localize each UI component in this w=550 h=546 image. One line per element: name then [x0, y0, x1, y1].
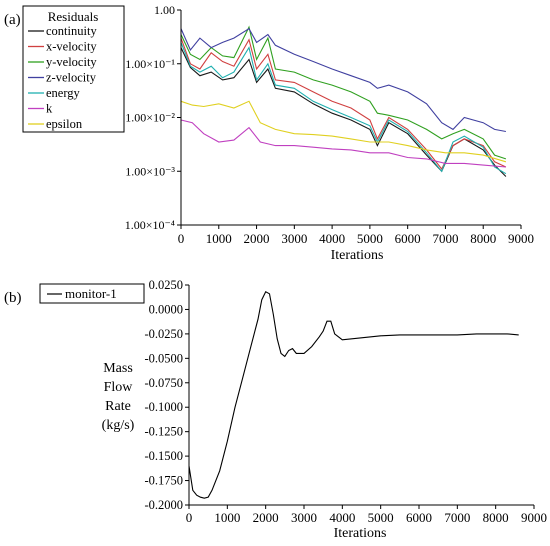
mass-flow-y-tick-label: -0.1750	[144, 474, 183, 488]
residual-line-x-velocity	[180, 37, 507, 171]
mass-flow-y-tick-label: -0.1000	[144, 400, 183, 414]
mass-flow-legend: monitor-1	[39, 283, 145, 304]
residuals-x-axis-label: Iterations	[331, 248, 384, 263]
mass-flow-x-tick-label: 8000	[483, 510, 509, 525]
mass-flow-line-monitor-1	[188, 291, 519, 499]
residuals-legend-title: Residuals	[48, 9, 99, 24]
mass-flow-y-tick-label: 0.0000	[149, 302, 183, 316]
residual-line-epsilon	[180, 100, 507, 163]
mass-flow-x-tick-label: 4000	[329, 510, 355, 525]
residuals-x-tick-label: 8000	[470, 231, 496, 246]
residuals-y-tick-label: 1.00×10⁻²	[125, 111, 175, 125]
mass-flow-x-tick-label: 5000	[368, 510, 394, 525]
residuals-x-tick-label: 1000	[206, 231, 232, 246]
residuals-y-tick-label: 1.00×10⁻¹	[125, 57, 175, 71]
residuals-y-ticks: 1.00 1.00×10⁻¹ 1.00×10⁻² 1.00×10⁻³ 1.00×10⁻⁴	[125, 3, 181, 232]
residual-line-y-velocity	[180, 25, 507, 160]
residuals-legend-box	[22, 5, 125, 133]
legend-label-monitor-1: monitor-1	[65, 286, 117, 301]
mass-flow-y-tick-label: -0.1250	[144, 425, 183, 439]
legend-label-k: k	[46, 102, 53, 116]
residuals-legend: Residuals continuity x-velocityy-velocity…	[22, 5, 125, 133]
residuals-y-tick-label: 1.00×10⁻³	[125, 164, 175, 178]
mass-flow-y-label-line: Mass	[103, 361, 133, 376]
legend-label-epsilon: epsilon	[46, 117, 83, 131]
mass-flow-x-ticks: 0 1000 2000 3000 4000 5000 6000 7000 8000 9000	[186, 505, 547, 525]
residuals-y-tick-label: 1.00×10⁻⁴	[125, 218, 175, 232]
residual-line-k	[180, 119, 506, 168]
residuals-x-tick-label: 5000	[357, 231, 383, 246]
panel-label-a: (a)	[4, 12, 21, 28]
residuals-x-ticks: 0 1000 2000 3000 4000 5000 6000 7000 8000 9000	[178, 225, 534, 246]
mass-flow-chart: 0.0250 0.0000 -0.0250 -0.0500 -0.0750 -0.1000…	[39, 278, 547, 541]
mass-flow-series-group	[188, 291, 519, 499]
mass-flow-x-tick-label: 3000	[291, 510, 317, 525]
mass-flow-x-tick-label: 0	[186, 510, 193, 525]
mass-flow-y-label-line: Rate	[105, 399, 131, 414]
legend-label-z-velocity: z-velocity	[46, 71, 97, 85]
mass-flow-y-tick-label: -0.1500	[144, 449, 183, 463]
legend-label-x-velocity: x-velocity	[46, 40, 97, 54]
mass-flow-x-tick-label: 2000	[253, 510, 279, 525]
legend-label-continuity: continuity	[46, 24, 97, 38]
mass-flow-legend-box	[39, 283, 145, 304]
mass-flow-y-label-line: (kg/s)	[102, 418, 135, 433]
mass-flow-y-tick-label: -0.0250	[144, 327, 183, 341]
residuals-x-tick-label: 6000	[395, 231, 421, 246]
mass-flow-axes	[188, 285, 534, 506]
residuals-series-group	[180, 25, 507, 177]
mass-flow-x-tick-label: 9000	[521, 510, 547, 525]
mass-flow-y-tick-label: -0.0500	[144, 351, 183, 365]
residual-line-z-velocity	[180, 27, 507, 133]
residual-line-continuity	[180, 47, 507, 177]
mass-flow-x-tick-label: 1000	[214, 510, 240, 525]
mass-flow-y-ticks: 0.0250 0.0000 -0.0250 -0.0500 -0.0750 -0.1000…	[144, 278, 189, 512]
residual-line-energy	[180, 42, 507, 175]
residuals-x-tick-label: 4000	[319, 231, 345, 246]
mass-flow-x-tick-label: 7000	[444, 510, 470, 525]
mass-flow-y-label-line: Flow	[104, 380, 134, 395]
legend-label-y-velocity: y-velocity	[46, 55, 97, 69]
mass-flow-x-tick-label: 6000	[406, 510, 432, 525]
panel-label-b: (b)	[4, 290, 22, 306]
legend-label-energy: energy	[46, 86, 81, 100]
residuals-x-tick-label: 2000	[244, 231, 270, 246]
residuals-x-tick-label: 9000	[508, 231, 534, 246]
mass-flow-y-axis-label: Mass Flow Rate (kg/s)	[102, 361, 135, 433]
residuals-x-tick-label: 0	[178, 231, 185, 246]
residuals-x-tick-label: 3000	[281, 231, 307, 246]
mass-flow-y-tick-label: -0.0750	[144, 376, 183, 390]
mass-flow-y-tick-label: 0.0250	[149, 278, 183, 292]
residuals-chart: 1.00 1.00×10⁻¹ 1.00×10⁻² 1.00×10⁻³ 1.00×10⁻⁴…	[22, 3, 534, 263]
residuals-x-tick-label: 7000	[432, 231, 458, 246]
mass-flow-y-tick-label: -0.2000	[144, 498, 183, 512]
mass-flow-x-axis-label: Iterations	[334, 526, 387, 541]
residuals-y-tick-label: 1.00	[154, 3, 175, 17]
